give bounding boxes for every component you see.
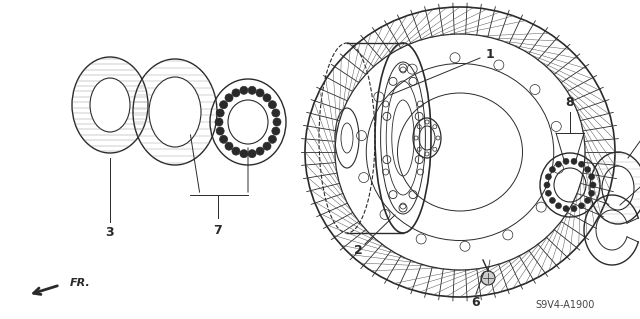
Text: FR.: FR. xyxy=(70,278,91,288)
Ellipse shape xyxy=(549,167,556,173)
Text: 2: 2 xyxy=(354,243,362,256)
Text: 3: 3 xyxy=(106,226,115,239)
Ellipse shape xyxy=(232,147,240,155)
Ellipse shape xyxy=(589,190,595,196)
Ellipse shape xyxy=(272,127,280,135)
Ellipse shape xyxy=(590,182,596,188)
Ellipse shape xyxy=(584,167,591,173)
Ellipse shape xyxy=(225,94,233,102)
Ellipse shape xyxy=(256,89,264,97)
Ellipse shape xyxy=(232,89,240,97)
Ellipse shape xyxy=(556,203,561,209)
Ellipse shape xyxy=(273,118,281,126)
Ellipse shape xyxy=(263,94,271,102)
Ellipse shape xyxy=(563,206,569,211)
Ellipse shape xyxy=(248,150,256,158)
Text: 7: 7 xyxy=(214,224,222,236)
Ellipse shape xyxy=(220,135,228,143)
Ellipse shape xyxy=(545,174,552,180)
Ellipse shape xyxy=(263,142,271,150)
Text: 6: 6 xyxy=(472,296,480,309)
Ellipse shape xyxy=(563,158,569,164)
Ellipse shape xyxy=(215,118,223,126)
Ellipse shape xyxy=(556,161,561,167)
Ellipse shape xyxy=(549,197,556,204)
Ellipse shape xyxy=(589,174,595,180)
Ellipse shape xyxy=(268,135,276,143)
Ellipse shape xyxy=(256,147,264,155)
Ellipse shape xyxy=(240,86,248,94)
Ellipse shape xyxy=(571,158,577,164)
Ellipse shape xyxy=(579,161,584,167)
Ellipse shape xyxy=(268,101,276,109)
Ellipse shape xyxy=(545,190,552,196)
Ellipse shape xyxy=(571,206,577,211)
Circle shape xyxy=(481,271,495,285)
Ellipse shape xyxy=(579,203,584,209)
Ellipse shape xyxy=(216,127,224,135)
Text: S9V4-A1900: S9V4-A1900 xyxy=(535,300,595,310)
Text: 1: 1 xyxy=(486,48,494,61)
Ellipse shape xyxy=(584,197,591,204)
Text: 8: 8 xyxy=(566,97,574,109)
Ellipse shape xyxy=(544,182,550,188)
Ellipse shape xyxy=(240,150,248,158)
Ellipse shape xyxy=(225,142,233,150)
Ellipse shape xyxy=(220,101,228,109)
Ellipse shape xyxy=(216,109,224,117)
Ellipse shape xyxy=(272,109,280,117)
Ellipse shape xyxy=(248,86,256,94)
